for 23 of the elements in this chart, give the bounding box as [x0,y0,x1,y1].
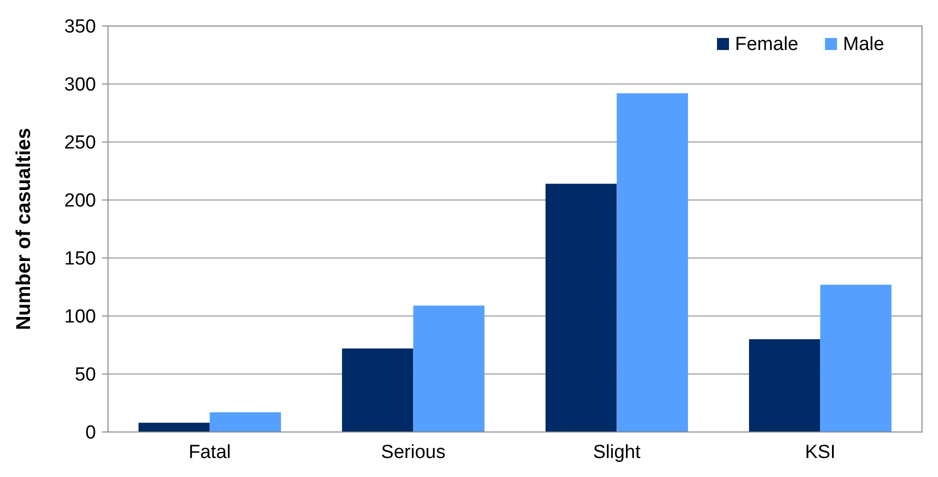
y-tick-label: 150 [64,248,96,270]
y-tick-label: 50 [74,364,96,386]
y-tick-label: 250 [64,132,96,154]
legend-label: Male [843,34,884,55]
bar [749,339,820,432]
bar [210,412,281,432]
y-axis-title: Number of casualties [13,128,35,330]
x-tick-label: Serious [381,442,446,463]
bar [138,422,210,432]
y-tick-label: 0 [85,422,96,444]
bar [820,284,892,432]
y-tick-label: 350 [64,16,96,38]
bar [616,93,688,432]
y-tick-label: 100 [64,306,96,328]
bar [342,348,414,432]
x-tick-label: KSI [804,442,836,463]
y-tick-label: 200 [64,190,96,212]
bar [546,184,617,432]
legend-label: Female [735,34,798,55]
y-tick-label: 300 [64,74,96,96]
bar [413,306,484,432]
x-tick-label: Slight [592,442,642,463]
x-tick-label: Fatal [188,442,231,463]
